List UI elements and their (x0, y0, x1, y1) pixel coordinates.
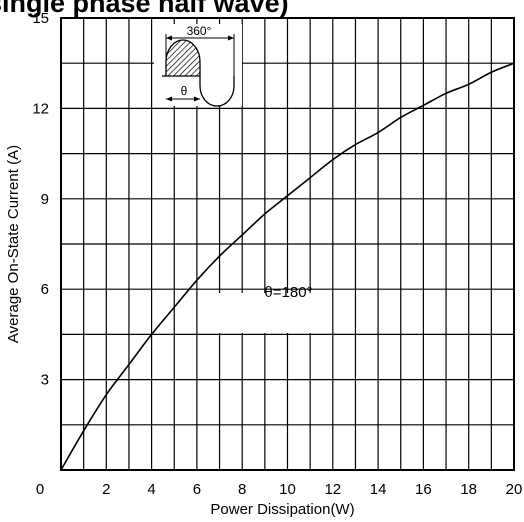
x-axis-title: Power Dissipation(W) (210, 501, 354, 518)
grid (61, 18, 514, 470)
waveform-inset: 360° θ (154, 24, 242, 107)
x-tick-label: 0 (36, 481, 44, 498)
x-tick-label: 8 (238, 481, 246, 498)
y-tick-label: 6 (41, 281, 49, 298)
x-tick-label: 20 (506, 481, 523, 498)
inset-negative-half (199, 76, 235, 107)
y-tick-label: 12 (32, 100, 49, 117)
inset-angle-label: θ (181, 84, 188, 98)
x-tick-labels: 0 2 4 6 8 10 12 14 16 18 20 (36, 481, 523, 498)
inset-angle-arrowhead-left (166, 96, 172, 102)
x-tick-label: 4 (147, 481, 155, 498)
annotation-background (200, 293, 316, 333)
x-tick-label: 10 (279, 481, 296, 498)
inset-period-label: 360° (187, 24, 212, 38)
plot-frame (60, 17, 515, 471)
x-tick-label: 6 (193, 481, 201, 498)
chart-header-fragment: (single phase half wave) (0, 0, 289, 18)
x-tick-label: 12 (324, 481, 341, 498)
annotations: θ=180° (200, 284, 316, 333)
annotation-theta-180: θ=180° (264, 284, 312, 301)
inset-positive-half (165, 39, 201, 76)
series-line (60, 62, 515, 471)
x-tick-label: 2 (102, 481, 110, 498)
inset-hatched-area (166, 40, 200, 76)
x-tick-label: 18 (460, 481, 477, 498)
y-tick-label: 9 (41, 191, 49, 208)
y-tick-label: 15 (32, 10, 49, 27)
y-tick-label: 3 (41, 372, 49, 389)
y-tick-labels: 3 6 9 12 15 (32, 10, 49, 389)
x-tick-label: 16 (415, 481, 432, 498)
x-tick-label: 14 (370, 481, 387, 498)
inset-period-arrowhead-left (166, 35, 172, 41)
inset-angle-arrowhead-right (194, 96, 200, 102)
inset-period-arrowhead-right (228, 35, 234, 41)
y-axis-title: Average On-State Current (A) (5, 145, 22, 343)
